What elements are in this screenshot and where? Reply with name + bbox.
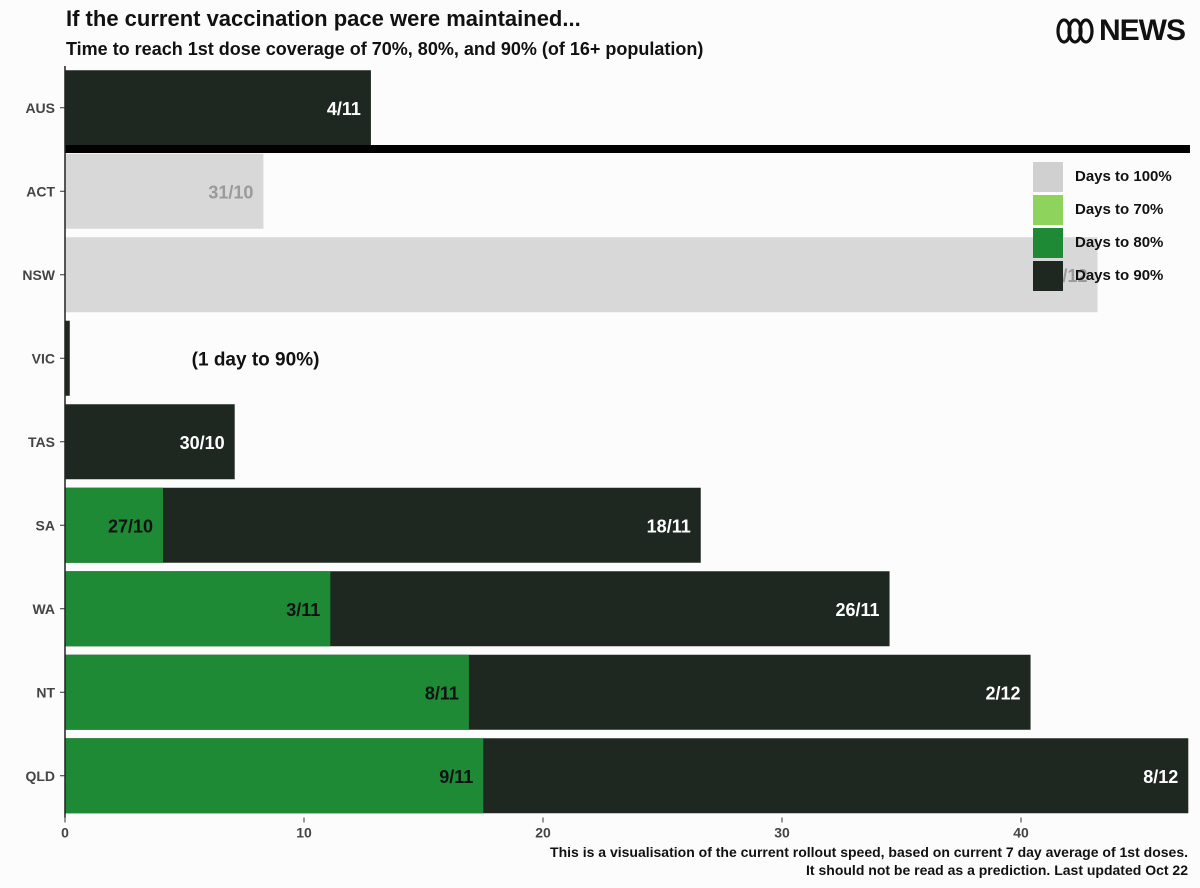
y-tick-label-nsw: NSW bbox=[22, 267, 55, 283]
y-tick-label-qld: QLD bbox=[25, 768, 55, 784]
caption-line-1: This is a visualisation of the current r… bbox=[550, 844, 1188, 860]
legend-swatch-days-70 bbox=[1033, 194, 1063, 225]
x-tick-label-0: 0 bbox=[61, 825, 69, 841]
bar-wa-days-80 bbox=[65, 571, 331, 647]
bar-sa-days-90 bbox=[65, 487, 701, 563]
x-tick-label-40: 40 bbox=[1013, 825, 1029, 841]
legend-swatch-days-100 bbox=[1033, 161, 1063, 192]
legend-label-days-90: Days to 90% bbox=[1075, 267, 1164, 284]
legend-item-days-80: Days to 80% bbox=[1033, 226, 1172, 259]
legend-item-days-90: Days to 90% bbox=[1033, 259, 1172, 292]
y-tick-label-tas: TAS bbox=[28, 434, 55, 450]
data-label-sa-days-80: 27/10 bbox=[108, 516, 153, 536]
data-label-wa-days-80: 3/11 bbox=[286, 600, 320, 620]
data-label-aus-days-90: 4/11 bbox=[327, 99, 361, 119]
bar-nsw-days-100 bbox=[65, 237, 1098, 313]
legend-item-days-70: Days to 70% bbox=[1033, 193, 1172, 226]
bar-nt-days-80 bbox=[65, 654, 469, 730]
chart-subtitle: Time to reach 1st dose coverage of 70%, … bbox=[66, 39, 704, 59]
legend-swatch-days-90 bbox=[1033, 260, 1063, 291]
bar-sa-days-80 bbox=[65, 487, 163, 563]
x-tick-label-10: 10 bbox=[296, 825, 312, 841]
bar-vic-days-90 bbox=[65, 320, 70, 396]
legend-swatch-days-80 bbox=[1033, 227, 1063, 258]
chart-caption: This is a visualisation of the current r… bbox=[550, 843, 1188, 879]
annotation-vic: (1 day to 90%) bbox=[192, 349, 320, 370]
data-label-qld-days-90: 8/12 bbox=[1143, 767, 1178, 787]
abc-lissajous-icon bbox=[1056, 18, 1094, 44]
legend-item-days-100: Days to 100% bbox=[1033, 160, 1172, 193]
y-tick-label-sa: SA bbox=[36, 517, 55, 533]
legend-label-days-100: Days to 100% bbox=[1075, 168, 1172, 185]
data-label-nt-days-80: 8/11 bbox=[425, 683, 459, 703]
x-tick-label-20: 20 bbox=[535, 825, 551, 841]
data-label-nt-days-90: 2/12 bbox=[986, 683, 1021, 703]
bar-act-days-100 bbox=[65, 153, 264, 229]
abc-news-logo: NEWS bbox=[1054, 14, 1186, 48]
data-label-wa-days-90: 26/11 bbox=[835, 600, 879, 620]
logo-news-text: NEWS bbox=[1099, 14, 1186, 47]
caption-line-2: It should not be read as a prediction. L… bbox=[806, 862, 1188, 878]
y-tick-label-act: ACT bbox=[26, 183, 55, 199]
y-tick-label-wa: WA bbox=[32, 601, 55, 617]
data-label-sa-days-90: 18/11 bbox=[647, 516, 691, 536]
y-tick-label-nt: NT bbox=[36, 684, 55, 700]
data-label-act-days-100: 31/10 bbox=[208, 182, 253, 202]
y-tick-label-vic: VIC bbox=[32, 350, 55, 366]
legend-label-days-80: Days to 80% bbox=[1075, 234, 1164, 251]
bar-aus-days-90 bbox=[65, 70, 371, 146]
bar-qld-days-80 bbox=[65, 738, 484, 814]
legend: Days to 100% Days to 70% Days to 80% Day… bbox=[1033, 160, 1172, 292]
data-label-tas-days-90: 30/10 bbox=[180, 433, 225, 453]
x-tick-label-30: 30 bbox=[774, 825, 790, 841]
bar-tas-days-90 bbox=[65, 404, 235, 480]
data-label-qld-days-80: 9/11 bbox=[439, 767, 473, 787]
chart-title: If the current vaccination pace were mai… bbox=[66, 6, 581, 31]
y-tick-label-aus: AUS bbox=[25, 100, 55, 116]
legend-label-days-70: Days to 70% bbox=[1075, 201, 1164, 218]
